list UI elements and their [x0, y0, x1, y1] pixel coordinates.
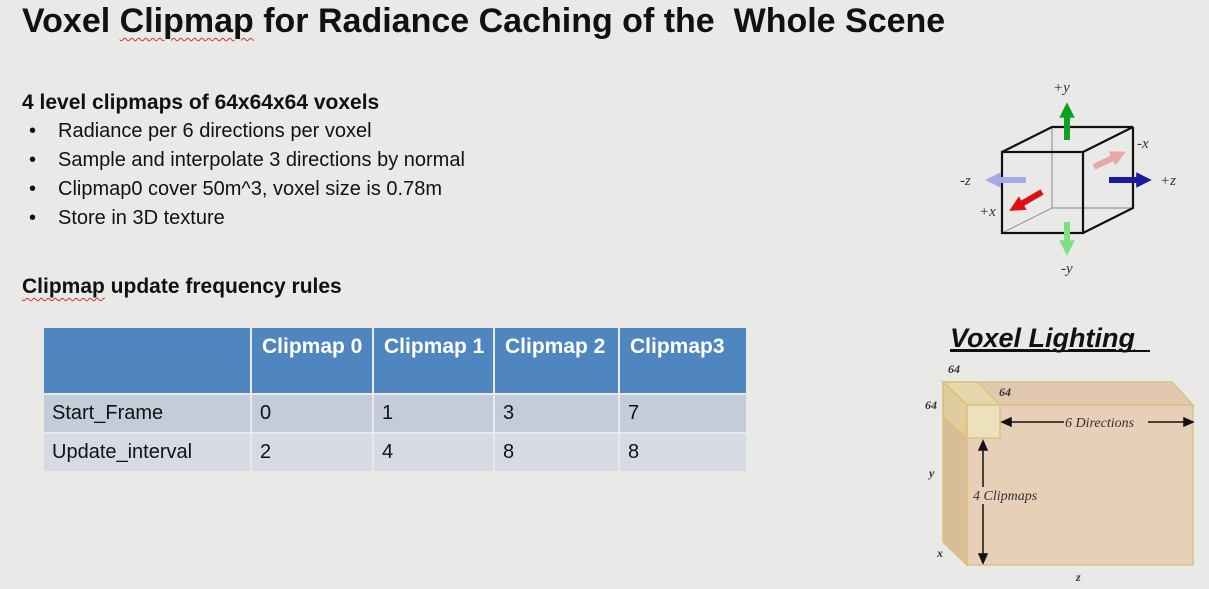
bullet-item: • Radiance per 6 directions per voxel: [29, 120, 372, 142]
bullet-item: • Clipmap0 cover 50m^3, voxel size is 0.7…: [29, 178, 442, 200]
label-plus-x: +x: [979, 204, 996, 220]
bullet-list: • Radiance per 6 directions per voxel • Sa…: [22, 117, 465, 233]
slide-title: Voxel Clipmap for Radiance Caching of th…: [22, 2, 946, 40]
table-cell: 7: [620, 395, 746, 432]
table-cell: 2: [252, 434, 372, 471]
table-cell: Start_Frame: [44, 395, 250, 432]
update-frequency-table: Clipmap 0 Clipmap 1 Clipmap 2 Clipmap3 S…: [42, 326, 748, 473]
label-plus-z: +z: [1160, 173, 1176, 189]
table-header: Clipmap 0: [252, 328, 372, 393]
table-cell: 3: [495, 395, 618, 432]
section-heading-clipmaps: 4 level clipmaps of 64x64x64 voxels: [22, 91, 380, 114]
dim-left-label: 64: [925, 398, 937, 412]
directions-label: 6 Directions: [1065, 416, 1135, 431]
voxel-lighting-diagram: Voxel Lighting 64 64 64 y x z 6 Directio…: [925, 323, 1195, 584]
axis-z-label: z: [1075, 570, 1081, 584]
axis-x-label: x: [936, 546, 943, 560]
axis-y-label: y: [927, 466, 935, 480]
table-cell: 4: [374, 434, 493, 471]
table-cell: 1: [374, 395, 493, 432]
label-minus-x: -x: [1137, 136, 1149, 152]
arrow-plus-x-icon: [1009, 189, 1044, 211]
bullet-item: • Sample and interpolate 3 directions by …: [29, 149, 465, 171]
bullet-item: • Store in 3D texture: [29, 207, 225, 229]
dim-top-label: 64: [948, 362, 960, 376]
table-row: Start_Frame 0 1 3 7: [44, 395, 746, 432]
cube-hidden-edges: [1001, 127, 1133, 234]
table-row: Update_interval 2 4 8 8: [44, 434, 746, 471]
table-cell: 0: [252, 395, 372, 432]
table-header-row: Clipmap 0 Clipmap 1 Clipmap 2 Clipmap3: [44, 328, 746, 393]
dim-depth-label: 64: [999, 385, 1011, 399]
table-cell: Update_interval: [44, 434, 250, 471]
label-minus-z: -z: [960, 173, 971, 189]
table-cell: 8: [495, 434, 618, 471]
arrow-minus-x-icon: [1092, 151, 1127, 170]
table-header: Clipmap 2: [495, 328, 618, 393]
section-heading-update-rules: Clipmap update frequency rules: [22, 275, 342, 298]
voxel-lighting-title: Voxel Lighting: [950, 323, 1135, 353]
cube-edges: [1000, 125, 1135, 235]
table-header: Clipmap3: [620, 328, 746, 393]
label-plus-y: +y: [1053, 80, 1070, 96]
table-header: Clipmap 1: [374, 328, 493, 393]
table-cell: 8: [620, 434, 746, 471]
table-header: [44, 328, 250, 393]
label-minus-y: -y: [1061, 261, 1073, 277]
clipmaps-label: 4 Clipmaps: [973, 489, 1038, 504]
